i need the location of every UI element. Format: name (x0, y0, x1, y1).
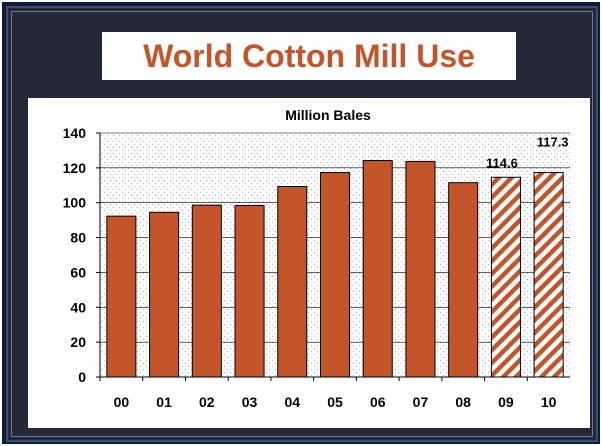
data-label-09: 114.6 (486, 155, 518, 170)
x-tick-label: 09 (498, 394, 514, 410)
bar-05 (319, 172, 351, 378)
slide-inner-border (11, 11, 593, 437)
x-axis-ticks: 00 01 02 03 04 05 06 07 08 09 10 (99, 377, 557, 410)
y-axis-ticks: 0 20 40 60 80 100 120 140 (63, 125, 100, 385)
x-tick-label: 03 (242, 394, 258, 410)
slide: World Cotton Mill Use Million Bales (6, 6, 598, 442)
x-tick-label: 07 (413, 394, 429, 410)
x-tick-label: 06 (370, 394, 386, 410)
x-tick-label: 08 (455, 394, 471, 410)
slide-title: World Cotton Mill Use (143, 37, 475, 74)
y-tick-label: 80 (70, 230, 86, 246)
bar-09 (490, 176, 521, 378)
y-tick-label: 140 (63, 125, 87, 141)
bar-08 (448, 182, 479, 378)
y-tick-label: 40 (70, 299, 86, 315)
chart-title: Million Bales (285, 107, 371, 123)
bar-06 (362, 160, 393, 378)
chart-area: Million Bales 0 20 40 60 80 100 120 140 00 01 02 0… (28, 98, 590, 428)
y-tick-label: 20 (70, 334, 86, 350)
data-label-10: 117.3 (537, 135, 569, 150)
x-tick-label: 10 (541, 394, 557, 410)
x-tick-label: 04 (284, 394, 300, 410)
bar-03 (234, 205, 265, 378)
bar-04 (277, 186, 308, 378)
bar-07 (405, 160, 436, 378)
x-tick-label: 00 (114, 394, 130, 410)
bar-02 (191, 204, 222, 378)
data-labels: 114.6 117.3 (486, 135, 569, 171)
x-tick-label: 01 (156, 394, 172, 410)
bar-00 (106, 215, 137, 378)
y-tick-label: 60 (70, 264, 86, 280)
y-tick-label: 120 (63, 160, 87, 176)
title-box: World Cotton Mill Use (102, 32, 516, 80)
bars (106, 160, 564, 378)
y-tick-label: 0 (78, 369, 86, 385)
x-tick-label: 05 (327, 394, 343, 410)
x-tick-label: 02 (199, 394, 215, 410)
bar-01 (149, 211, 180, 378)
y-tick-label: 100 (63, 195, 87, 211)
bar-10 (533, 172, 564, 378)
